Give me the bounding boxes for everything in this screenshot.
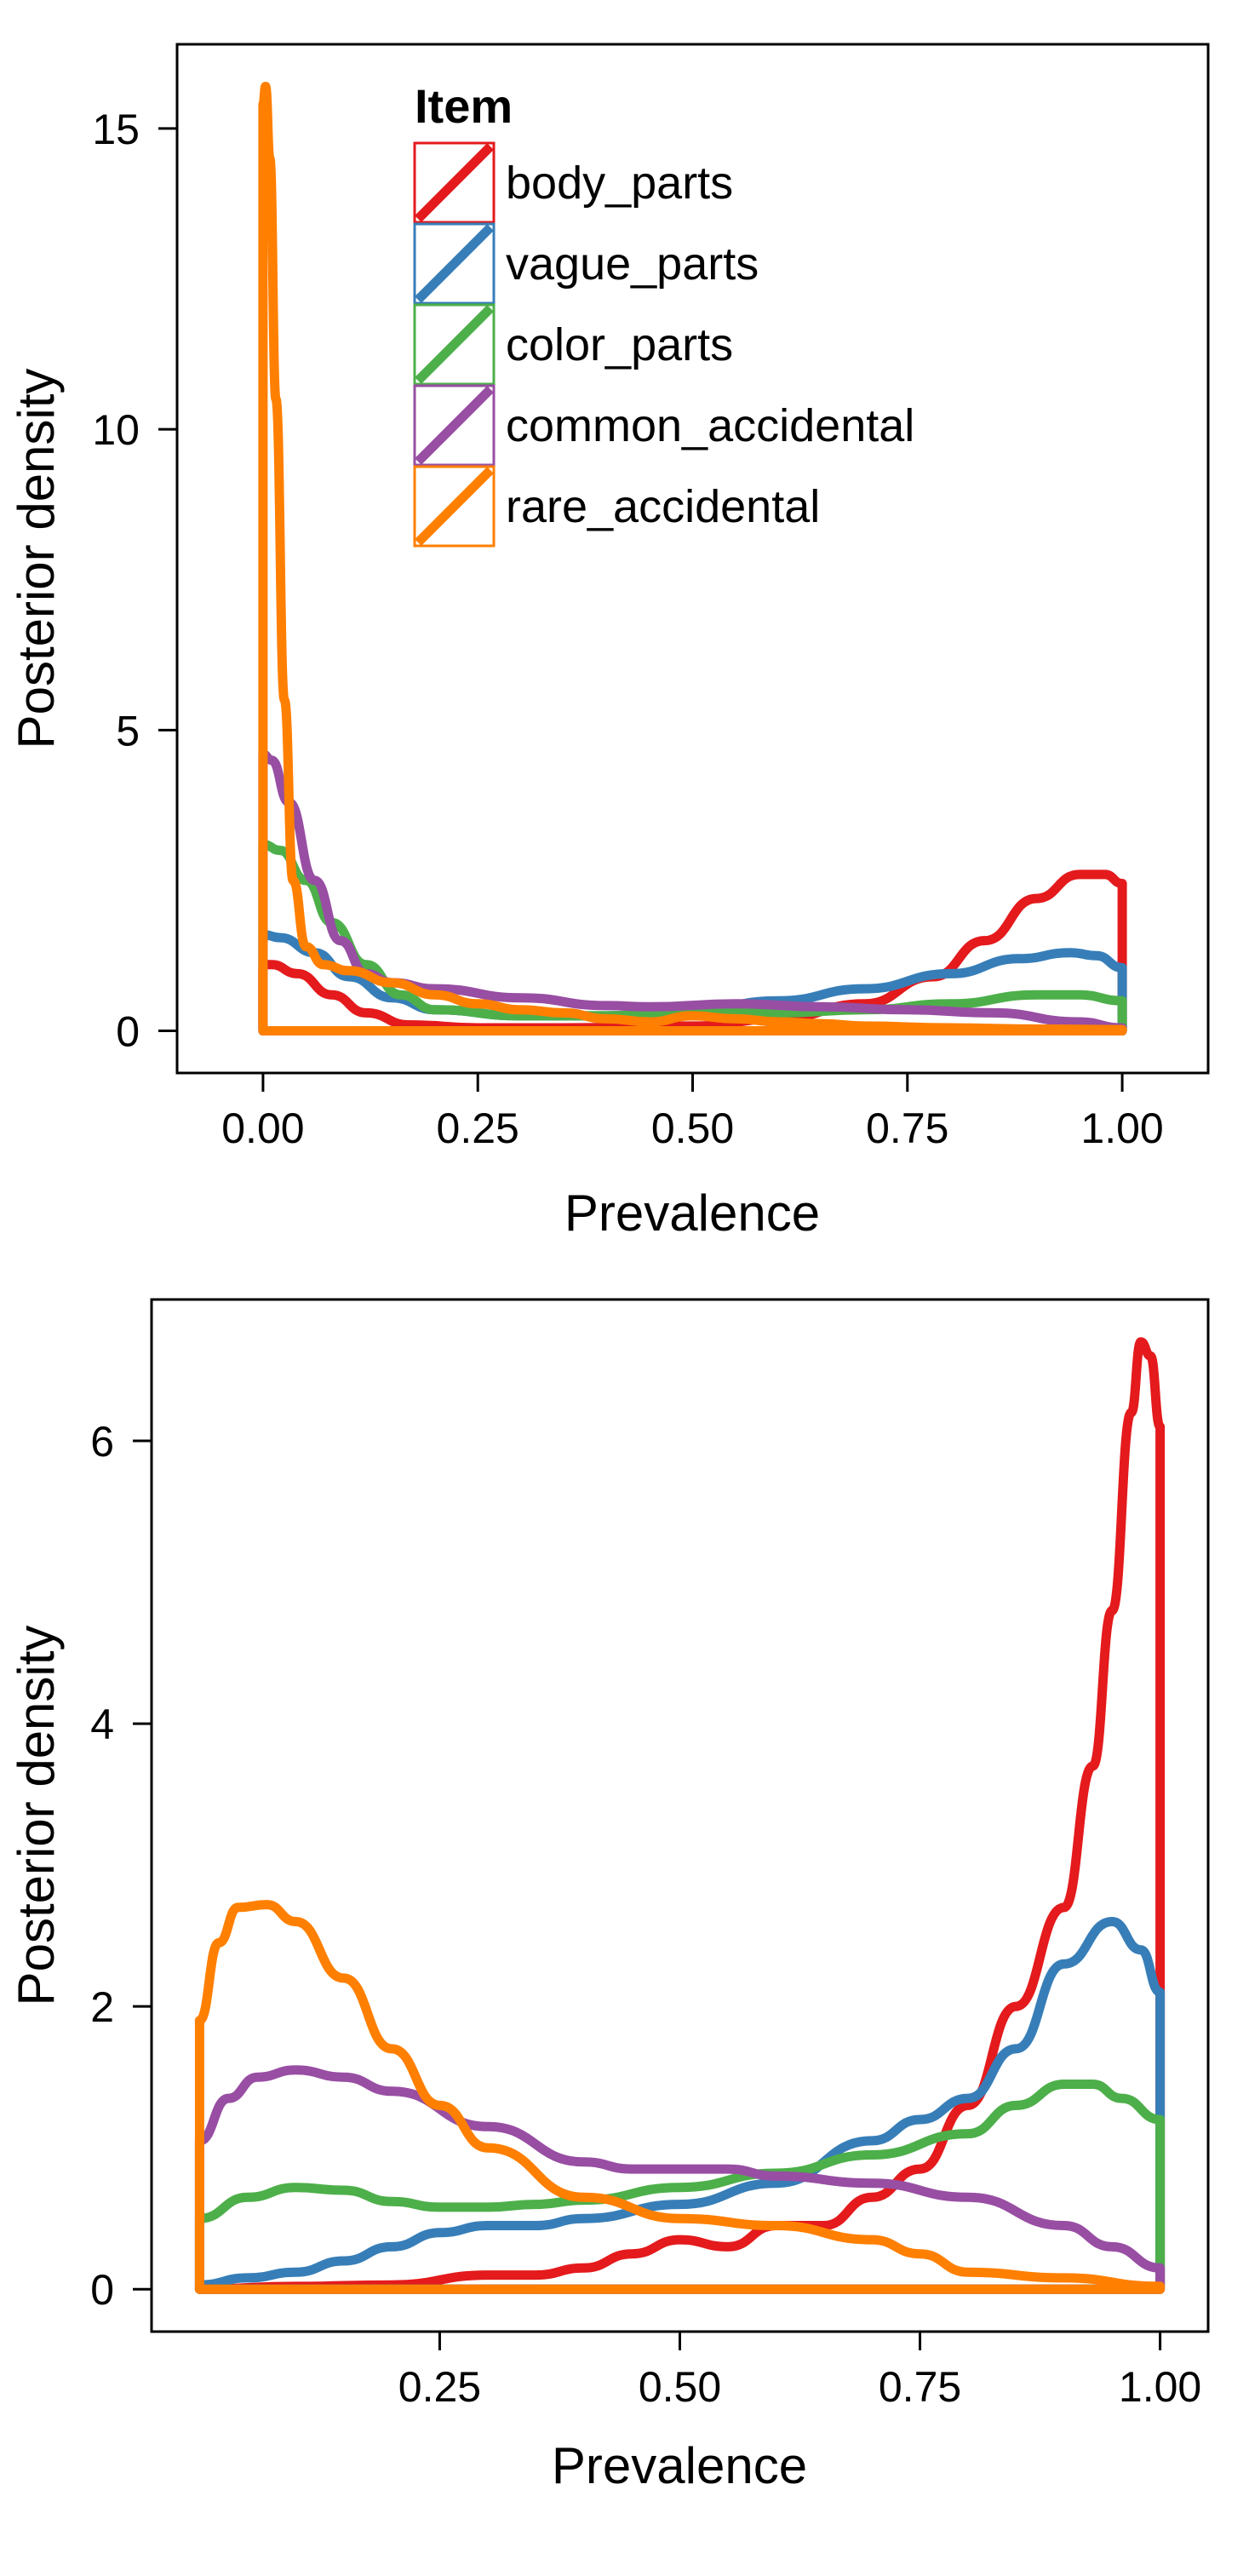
bottom-x-tick-label: 0.50 bbox=[639, 2363, 721, 2411]
top-y-tick-label: 10 bbox=[92, 406, 140, 454]
legend: Item body_parts vague_parts color_partscom… bbox=[413, 79, 914, 548]
bottom-y-tick-label: 4 bbox=[90, 1701, 114, 1748]
legend-label: vague_parts bbox=[506, 238, 759, 290]
legend-label: body_parts bbox=[506, 158, 733, 209]
bottom-plot-frame bbox=[150, 1298, 1210, 2333]
top-density-curves bbox=[258, 82, 1127, 1036]
legend-key-line bbox=[415, 224, 494, 303]
bottom-curve-rare-accidental bbox=[194, 1900, 1166, 2294]
legend-key bbox=[413, 141, 496, 224]
bottom-y-tick-label: 2 bbox=[90, 1983, 114, 2031]
legend-key bbox=[413, 222, 496, 305]
top-x-tick-label: 1.00 bbox=[1080, 1104, 1163, 1152]
legend-key bbox=[413, 303, 496, 386]
legend-items: body_parts vague_parts color_parts common_a… bbox=[413, 141, 914, 548]
legend-item-vague-parts: vague_parts bbox=[413, 222, 759, 305]
top-x-axis: 0.00 0.25 0.50 0.75 1.00 bbox=[221, 1073, 1164, 1152]
top-curve-body-parts bbox=[258, 869, 1127, 1036]
legend-label: common_accidental bbox=[506, 400, 914, 451]
bottom-density-curves bbox=[194, 1337, 1166, 2294]
legend-item-body-parts: body_parts bbox=[413, 141, 733, 224]
legend-label: color_parts bbox=[506, 319, 733, 370]
legend-key-line bbox=[415, 143, 494, 222]
legend-item-color-parts: color_parts bbox=[413, 303, 733, 386]
bottom-x-tick-label: 0.25 bbox=[398, 2363, 481, 2411]
top-x-axis-title: Prevalence bbox=[564, 1185, 820, 1242]
bottom-y-tick-label: 0 bbox=[90, 2266, 114, 2314]
legend-key-line bbox=[415, 467, 494, 546]
top-x-tick-label: 0.75 bbox=[866, 1104, 948, 1152]
bottom-x-tick-label: 1.00 bbox=[1119, 2363, 1201, 2411]
bottom-x-axis: 0.25 0.50 0.75 1.00 bbox=[398, 2332, 1201, 2411]
legend-title: Item bbox=[415, 79, 513, 133]
legend-item-rare-accidental: rare_accidental bbox=[413, 465, 820, 548]
bottom-x-axis-title: Prevalence bbox=[552, 2437, 807, 2494]
bottom-y-axis: 0 2 4 6 bbox=[90, 1418, 152, 2314]
bottom-y-axis-title: Posterior density bbox=[8, 1626, 65, 2006]
top-x-tick-label: 0.50 bbox=[651, 1104, 734, 1152]
bottom-x-tick-label: 0.75 bbox=[879, 2363, 961, 2411]
legend-item-common-accidental: common_accidental bbox=[413, 384, 914, 467]
bottom-curve-color-parts bbox=[194, 2080, 1166, 2294]
legend-key-line bbox=[415, 386, 494, 465]
legend-key bbox=[413, 384, 496, 467]
top-density-panel: 0.00 0.25 0.50 0.75 1.00 0 5 10 15 Prevalence P… bbox=[8, 43, 1210, 1242]
legend-label: rare_accidental bbox=[506, 481, 820, 532]
top-curve-rare-accidental bbox=[258, 82, 1127, 1036]
legend-key-line bbox=[415, 305, 494, 384]
top-x-tick-label: 0.25 bbox=[437, 1104, 519, 1152]
top-y-axis: 0 5 10 15 bbox=[92, 106, 177, 1056]
bottom-curve-vague-parts bbox=[194, 1917, 1166, 2294]
legend-key bbox=[413, 465, 496, 548]
bottom-curve-body-parts bbox=[194, 1337, 1166, 2294]
top-y-tick-label: 0 bbox=[116, 1008, 140, 1056]
top-curve-common-accidental bbox=[258, 749, 1127, 1036]
bottom-y-tick-label: 6 bbox=[90, 1418, 114, 1466]
bottom-curve-common-accidental bbox=[194, 2065, 1166, 2294]
top-y-tick-label: 15 bbox=[92, 106, 140, 153]
top-x-tick-label: 0.00 bbox=[221, 1104, 304, 1152]
bottom-density-panel: 0.25 0.50 0.75 1.00 0 2 4 6 Prevalence Posteri… bbox=[8, 1298, 1210, 2494]
top-y-tick-label: 5 bbox=[116, 707, 140, 754]
top-y-axis-title: Posterior density bbox=[8, 369, 65, 749]
